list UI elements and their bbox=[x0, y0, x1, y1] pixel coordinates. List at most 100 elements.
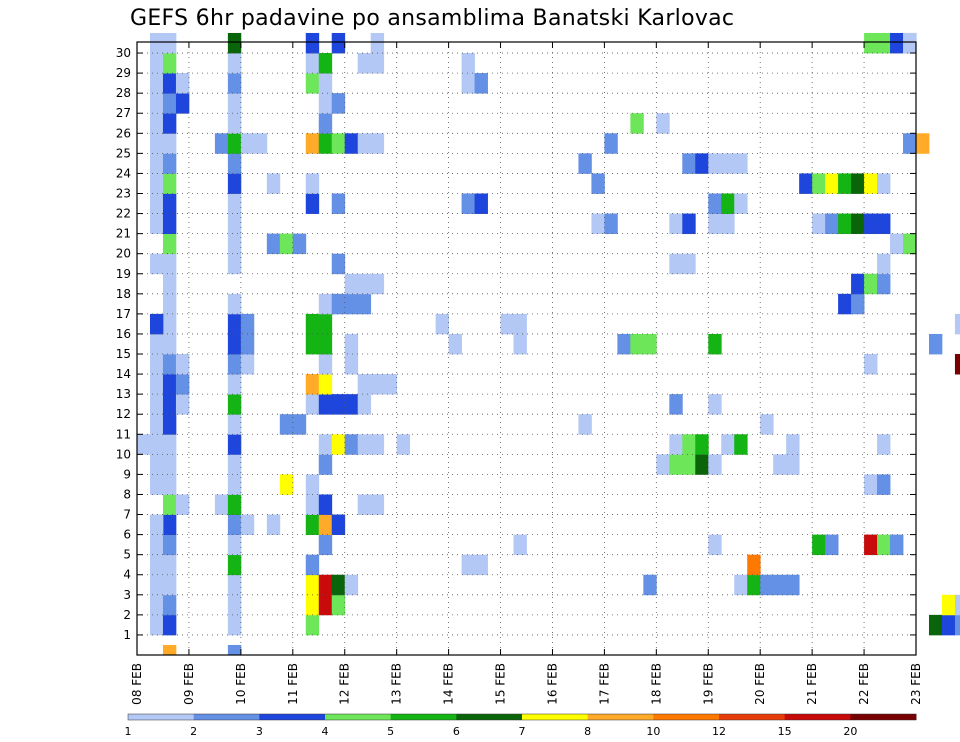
heatmap-cell bbox=[227, 474, 242, 495]
heatmap-cell bbox=[331, 133, 346, 154]
heatmap-cell bbox=[721, 434, 735, 455]
heatmap-cell bbox=[162, 534, 177, 556]
y-tick-label: 22 bbox=[116, 207, 131, 221]
heatmap-cell bbox=[227, 534, 242, 556]
heatmap-cell bbox=[669, 213, 683, 235]
y-tick-label: 4 bbox=[123, 568, 131, 582]
heatmap-cell bbox=[461, 73, 475, 94]
heatmap-cell bbox=[890, 32, 904, 54]
heatmap-cell bbox=[864, 213, 878, 235]
heatmap-cell bbox=[149, 333, 164, 355]
heatmap-cell bbox=[954, 594, 960, 616]
heatmap-cell bbox=[227, 394, 242, 415]
heatmap-cell bbox=[149, 394, 164, 415]
x-axis: 08 FEB 09 FEB 10 FEB 11 FEB 12 FEB 13 FEB 14 F… bbox=[130, 42, 923, 705]
heatmap-cell bbox=[266, 514, 281, 536]
heatmap-cell bbox=[604, 133, 618, 154]
heatmap-cell bbox=[149, 614, 164, 636]
heatmap-cell bbox=[227, 614, 242, 636]
x-tick-label: 15 FEB bbox=[494, 663, 508, 705]
heatmap-cell bbox=[812, 213, 826, 235]
heatmap-cell bbox=[344, 133, 359, 154]
y-tick-label: 9 bbox=[123, 467, 131, 481]
heatmap-cell bbox=[149, 313, 164, 335]
heatmap-cell bbox=[747, 554, 761, 576]
y-tick-label: 16 bbox=[116, 327, 131, 341]
heatmap-cell bbox=[318, 93, 333, 114]
heatmap-cell bbox=[721, 153, 735, 174]
heatmap-cell bbox=[305, 133, 320, 154]
x-tick-label: 08 FEB bbox=[130, 663, 144, 705]
heatmap-cell bbox=[812, 173, 826, 194]
y-tick-label: 27 bbox=[116, 106, 131, 120]
heatmap-cell bbox=[851, 213, 865, 235]
heatmap-cell bbox=[227, 374, 242, 395]
y-tick-label: 21 bbox=[116, 227, 131, 241]
heatmap-cell bbox=[149, 414, 164, 435]
colorbar-segment bbox=[522, 714, 589, 720]
heatmap-cell bbox=[305, 594, 320, 616]
heatmap-cell bbox=[162, 554, 177, 576]
heatmap-cell bbox=[695, 454, 709, 475]
heatmap-cell bbox=[825, 534, 839, 556]
heatmap-cell bbox=[305, 32, 320, 54]
heatmap-cell bbox=[149, 594, 164, 616]
heatmap-cell bbox=[474, 73, 488, 94]
heatmap-cell bbox=[318, 534, 333, 556]
colorbar-segment bbox=[653, 714, 720, 720]
heatmap-cell bbox=[864, 534, 878, 556]
heatmap-cell bbox=[331, 594, 346, 616]
x-tick-label: 14 FEB bbox=[442, 663, 456, 705]
colorbar-frame bbox=[127, 713, 917, 721]
heatmap-cell bbox=[305, 574, 320, 596]
heatmap-cell bbox=[227, 32, 242, 54]
heatmap-cell bbox=[162, 73, 177, 94]
heatmap-cell bbox=[890, 233, 904, 255]
heatmap-cell bbox=[318, 333, 333, 355]
heatmap-cell bbox=[162, 394, 177, 415]
heatmap-cell bbox=[162, 32, 177, 54]
heatmap-cell bbox=[266, 173, 281, 194]
heatmap-cell bbox=[175, 394, 190, 415]
heatmap-cells bbox=[137, 32, 960, 655]
heatmap-cell bbox=[227, 293, 242, 315]
heatmap-cell bbox=[383, 374, 398, 395]
heatmap-cell bbox=[292, 414, 307, 435]
heatmap-cell bbox=[318, 514, 333, 536]
heatmap-cell bbox=[279, 414, 294, 435]
heatmap-cell bbox=[162, 213, 177, 235]
colorbar-label: 12 bbox=[712, 725, 726, 738]
heatmap-cell bbox=[344, 434, 359, 455]
heatmap-cell bbox=[916, 133, 930, 154]
y-tick-label: 12 bbox=[116, 407, 131, 421]
heatmap-cell bbox=[331, 193, 346, 214]
colorbar-label: 1 bbox=[125, 725, 132, 738]
heatmap-cell bbox=[305, 614, 320, 636]
x-tick-label: 10 FEB bbox=[234, 663, 248, 705]
heatmap-cell bbox=[357, 374, 372, 395]
heatmap-cell bbox=[305, 313, 320, 335]
heatmap-cell bbox=[708, 454, 722, 475]
y-tick-label: 18 bbox=[116, 287, 131, 301]
y-tick-label: 5 bbox=[123, 548, 131, 562]
heatmap-cell bbox=[305, 514, 320, 536]
heatmap-cell bbox=[162, 614, 177, 636]
heatmap-cell bbox=[734, 434, 748, 455]
heatmap-cell bbox=[370, 374, 385, 395]
colorbar-segment bbox=[587, 714, 654, 720]
heatmap-cell bbox=[331, 293, 346, 315]
y-tick-label: 14 bbox=[116, 367, 131, 381]
heatmap-cell bbox=[669, 434, 683, 455]
heatmap-cell bbox=[227, 93, 242, 114]
heatmap-cell bbox=[175, 374, 190, 395]
heatmap-cell bbox=[227, 173, 242, 194]
x-tick-label: 20 FEB bbox=[753, 663, 767, 705]
heatmap-cell bbox=[149, 534, 164, 556]
y-tick-label: 10 bbox=[116, 447, 131, 461]
chart-title: GEFS 6hr padavine po ansamblima Banatski… bbox=[130, 6, 735, 31]
heatmap-cell bbox=[149, 153, 164, 174]
heatmap-cell bbox=[292, 233, 307, 255]
heatmap-cell bbox=[851, 273, 865, 295]
heatmap-cell bbox=[656, 454, 670, 475]
heatmap-cell bbox=[864, 273, 878, 295]
